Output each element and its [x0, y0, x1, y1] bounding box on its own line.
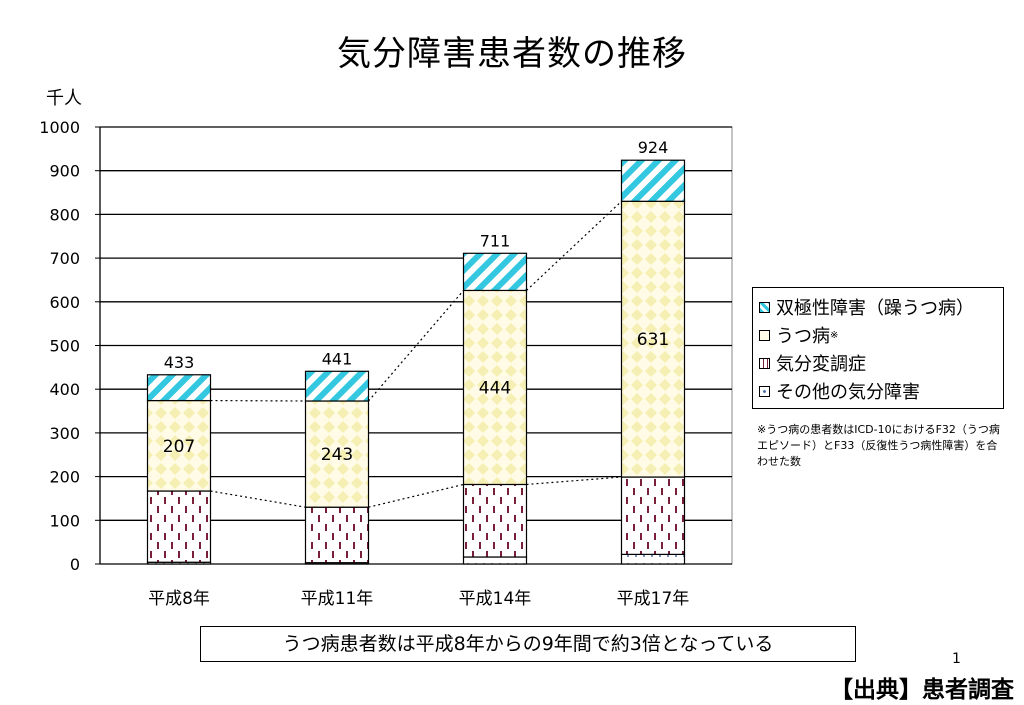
legend-item: 気分変調症: [759, 350, 866, 376]
bar-segment: [462, 483, 528, 558]
y-tick-label: 200: [49, 468, 80, 487]
bar-total-label: 441: [322, 349, 353, 368]
labels-layer: 0 100 200 300 400 500 600 700 800 900 1000 433 平成8年 4…: [39, 118, 689, 609]
bar-segment: [620, 476, 686, 555]
source-citation: 【出典】患者調査: [830, 677, 1014, 703]
page-title: 気分障害患者数の推移: [337, 34, 687, 74]
bar-segment: [304, 506, 370, 564]
bar-value-label: 207: [163, 437, 195, 457]
x-category-label: 平成11年: [301, 589, 374, 609]
legend-swatch: [759, 329, 770, 341]
legend-swatch: [759, 357, 770, 369]
bar-segment: [146, 490, 212, 563]
y-tick-label: 300: [49, 424, 80, 443]
legend-item: その他の気分障害: [759, 378, 920, 404]
connector-lines-layer: [210, 200, 622, 508]
legend-label: 気分変調症: [776, 354, 866, 375]
legend-label: うつ病: [776, 326, 830, 347]
bar-segment: [146, 374, 212, 402]
connector-line: [526, 476, 622, 486]
legend-item: うつ病 ※: [759, 322, 838, 348]
legend-label: その他の気分障害: [776, 382, 920, 403]
chart-legend: 双極性障害（躁うつ病） うつ病 ※ 気分変調症その他の気分障害: [752, 287, 1004, 409]
legend-label: 双極性障害（躁うつ病）: [776, 298, 974, 319]
y-tick-label: 500: [49, 337, 80, 356]
legend-footnote: ※うつ病の患者数はICD-10におけるF32（うつ病エピソード）とF33（反復性…: [757, 423, 1000, 468]
bar-total-label: 433: [164, 353, 195, 372]
connector-line: [368, 483, 464, 508]
legend-swatch: [759, 385, 770, 397]
bar-value-label: 631: [637, 330, 669, 350]
legend-item: 双極性障害（躁うつ病）: [759, 294, 974, 320]
y-tick-label: 900: [49, 162, 80, 181]
bar-total-label: 924: [638, 138, 669, 157]
page-number: 1: [952, 651, 961, 667]
summary-box: うつ病患者数は平成8年からの9年間で約3倍となっている: [200, 626, 856, 662]
y-axis-unit-label: 千人: [46, 88, 82, 109]
bar-total-label: 711: [480, 231, 511, 250]
connector-line: [368, 290, 464, 402]
legend-swatch: [759, 301, 770, 313]
bar-segment: [304, 400, 370, 508]
bars-layer: [146, 159, 686, 565]
bar-segment: [462, 556, 528, 565]
x-category-label: 平成17年: [617, 589, 690, 609]
bar-segment: [620, 553, 686, 565]
connector-line: [526, 200, 622, 291]
x-category-label: 平成8年: [148, 589, 210, 609]
y-tick-label: 800: [49, 205, 80, 224]
bar-segment: [462, 252, 528, 292]
y-tick-label: 400: [49, 380, 80, 399]
y-tick-label: 1000: [39, 118, 80, 137]
y-tick-label: 700: [49, 249, 80, 268]
connector-line: [210, 490, 306, 508]
x-category-label: 平成14年: [459, 589, 532, 609]
bar-value-label: 243: [321, 445, 353, 465]
bar-segment: [304, 370, 370, 402]
bar-segment: [620, 159, 686, 202]
y-tick-label: 0: [70, 555, 80, 574]
legend-footnote-marker: ※: [830, 329, 839, 341]
y-tick-label: 600: [49, 293, 80, 312]
bar-value-label: 444: [479, 378, 511, 398]
bar-segment: [620, 200, 686, 478]
y-tick-label: 100: [49, 511, 80, 530]
